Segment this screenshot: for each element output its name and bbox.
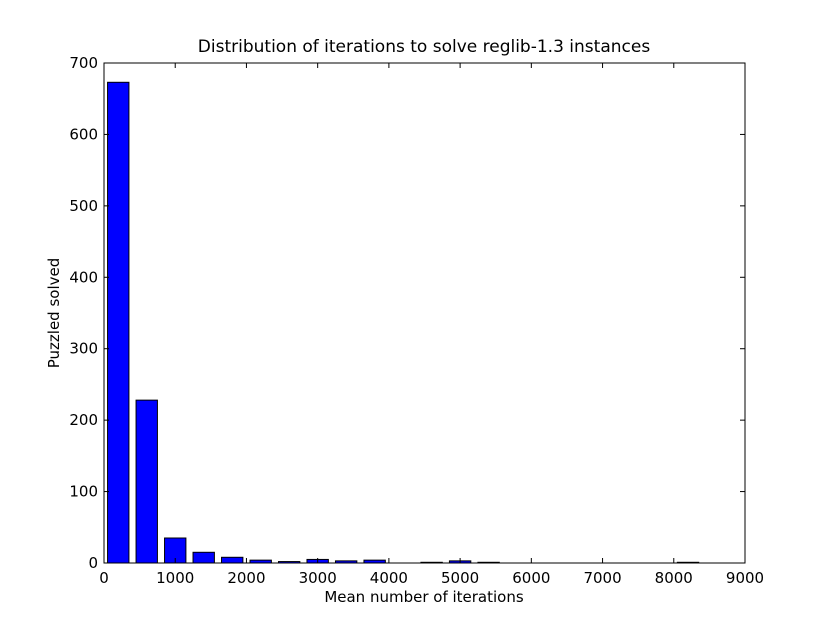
x-tick-label: 1000 <box>156 569 194 587</box>
y-tick-label: 500 <box>69 197 98 215</box>
bar <box>135 399 158 564</box>
x-tick-label: 6000 <box>512 569 550 587</box>
bar <box>221 556 244 564</box>
x-tick-label: 0 <box>99 569 109 587</box>
x-tick-label: 3000 <box>299 569 337 587</box>
x-tick-label: 9000 <box>726 569 764 587</box>
x-tick-label: 2000 <box>227 569 265 587</box>
x-tick-label: 4000 <box>370 569 408 587</box>
plot-frame <box>103 62 746 564</box>
bar <box>107 81 130 564</box>
x-tick-label: 5000 <box>441 569 479 587</box>
bars-group <box>107 81 700 564</box>
x-axis-label: Mean number of iterations <box>324 588 524 606</box>
y-tick-label: 300 <box>69 340 98 358</box>
y-tick-label: 200 <box>69 411 98 429</box>
chart-title: Distribution of iterations to solve regl… <box>198 37 651 57</box>
y-tick-label: 600 <box>69 125 98 143</box>
x-tick-label: 8000 <box>655 569 693 587</box>
y-tick-label: 100 <box>69 483 98 501</box>
y-tick-label: 700 <box>69 54 98 72</box>
y-tick-label: 0 <box>88 554 98 572</box>
ticks-group: 0 1000 2000 3000 4000 5000 6000 7000 8000 9000 0 10… <box>69 54 764 587</box>
y-axis-label: Puzzled solved <box>45 258 63 369</box>
bar <box>192 551 215 564</box>
y-tick-label: 400 <box>69 268 98 286</box>
x-tick-label: 7000 <box>583 569 621 587</box>
